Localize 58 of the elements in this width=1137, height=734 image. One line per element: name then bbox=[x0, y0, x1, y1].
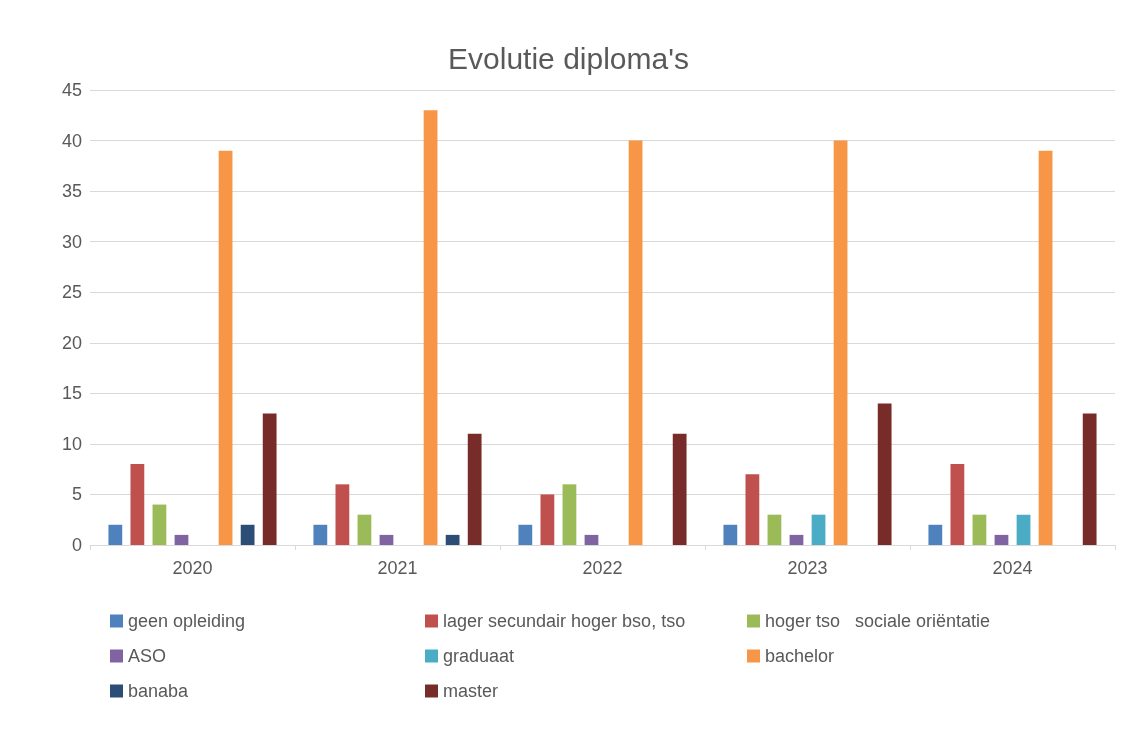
y-tick-label: 25 bbox=[61, 282, 82, 303]
bar bbox=[723, 524, 738, 545]
x-tick-label: 2021 bbox=[377, 558, 418, 578]
bar bbox=[445, 534, 460, 545]
bar bbox=[994, 534, 1009, 545]
bar bbox=[562, 484, 577, 545]
bar bbox=[313, 524, 328, 545]
legend-label: hoger tso sociale oriëntatie bbox=[765, 611, 991, 631]
bar bbox=[518, 524, 533, 545]
bar bbox=[357, 514, 372, 545]
x-tick-label: 2023 bbox=[787, 558, 828, 578]
bar bbox=[789, 534, 804, 545]
bar bbox=[811, 514, 826, 545]
x-tick-label: 2022 bbox=[582, 558, 623, 578]
bar bbox=[540, 494, 555, 545]
bar bbox=[218, 150, 233, 545]
bar bbox=[1038, 150, 1053, 545]
bar bbox=[1082, 413, 1097, 545]
bar bbox=[628, 140, 643, 545]
legend-label: geen opleiding bbox=[128, 611, 246, 631]
bar bbox=[584, 534, 599, 545]
y-tick-label: 10 bbox=[61, 433, 82, 454]
bar bbox=[672, 433, 687, 545]
x-tick-label: 2024 bbox=[992, 558, 1033, 578]
bar bbox=[174, 534, 189, 545]
bar bbox=[379, 534, 394, 545]
y-tick-label: 35 bbox=[61, 181, 82, 202]
y-tick-label: 40 bbox=[61, 130, 82, 151]
bar bbox=[877, 403, 892, 545]
y-tick-label: 5 bbox=[71, 484, 82, 505]
bar bbox=[152, 504, 167, 545]
x-tick-label: 2020 bbox=[172, 558, 213, 578]
legend-label: master bbox=[443, 681, 499, 701]
bar bbox=[423, 110, 438, 545]
legend-label: banaba bbox=[128, 681, 190, 701]
legend-label: ASO bbox=[128, 646, 167, 666]
bar bbox=[467, 433, 482, 545]
bar bbox=[928, 524, 943, 545]
bar bbox=[108, 524, 123, 545]
bar bbox=[745, 474, 760, 545]
y-tick-label: 15 bbox=[61, 383, 82, 404]
bar bbox=[972, 514, 987, 545]
bar bbox=[240, 524, 255, 545]
bar bbox=[833, 140, 848, 545]
bar bbox=[335, 484, 350, 545]
y-tick-label: 20 bbox=[61, 332, 82, 353]
bar bbox=[950, 464, 965, 545]
bar bbox=[130, 464, 145, 545]
bar bbox=[262, 413, 277, 545]
legend-label: bachelor bbox=[765, 646, 835, 666]
y-tick-label: 30 bbox=[61, 231, 82, 252]
y-tick-label: 45 bbox=[61, 80, 82, 100]
bar bbox=[1016, 514, 1031, 545]
bar bbox=[767, 514, 782, 545]
chart-title: Evolutie diploma's bbox=[448, 41, 689, 75]
legend-label: graduaat bbox=[443, 646, 515, 666]
legend-label: lager secundair hoger bso, tso bbox=[443, 611, 686, 631]
y-tick-label: 0 bbox=[71, 535, 82, 555]
